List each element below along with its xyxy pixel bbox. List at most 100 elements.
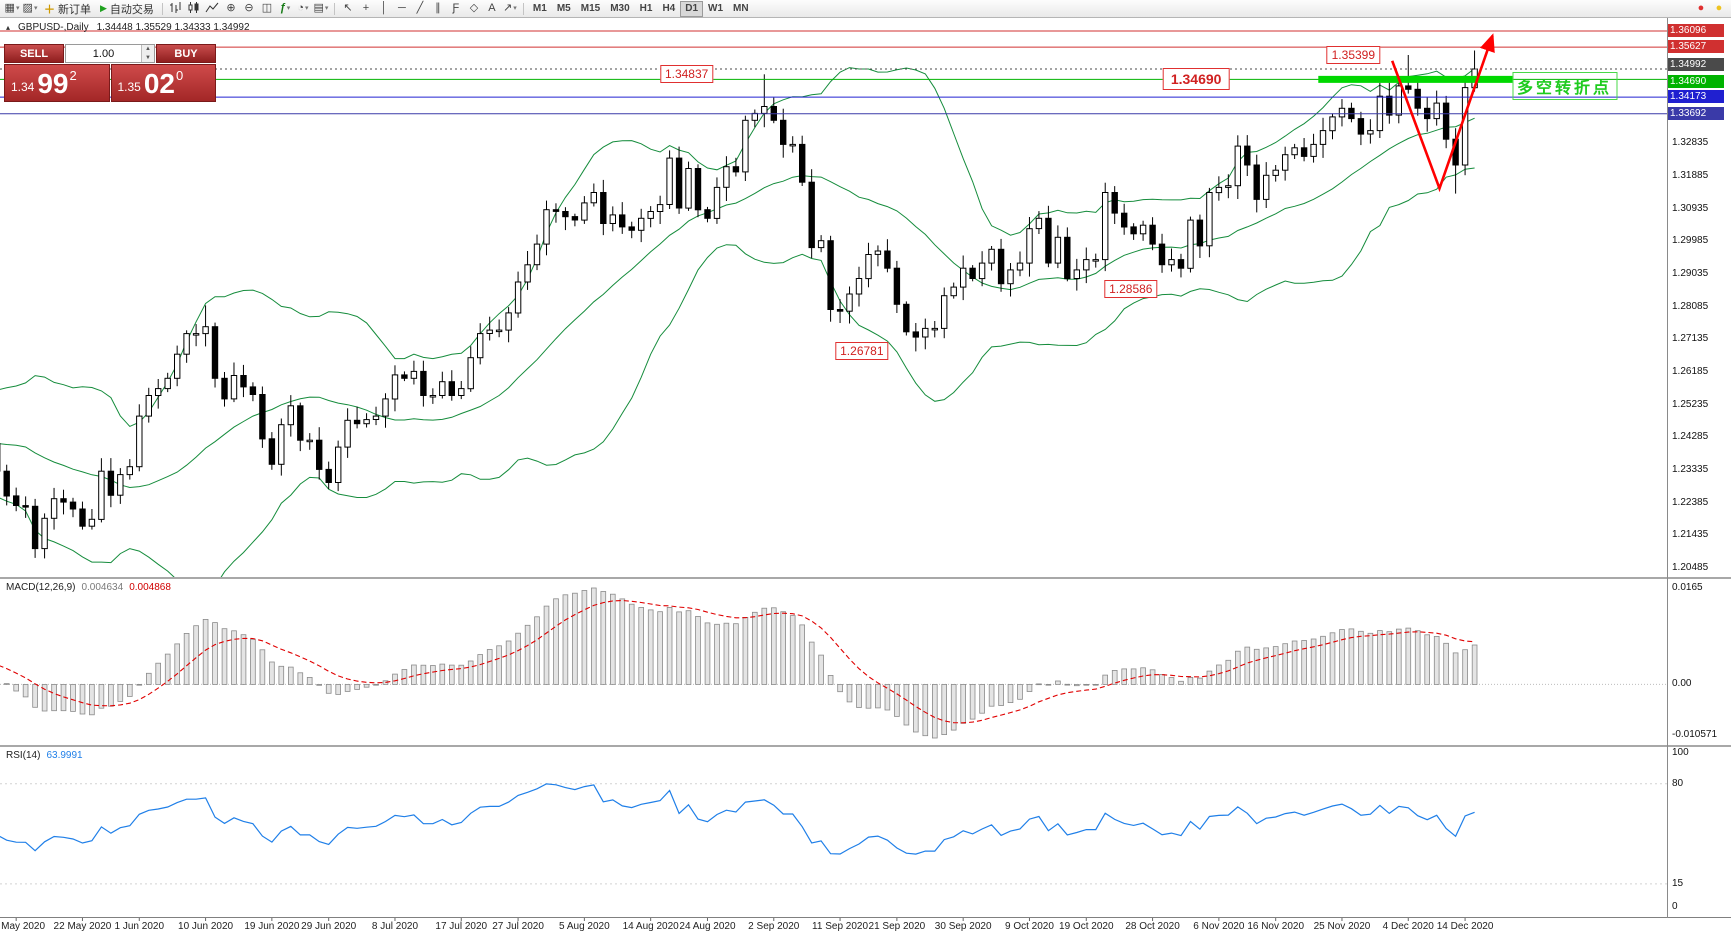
buy-price-prefix: 1.35 — [117, 80, 141, 94]
price-callout[interactable]: 1.35399 — [1326, 45, 1381, 64]
indicators-icon: ƒ — [279, 2, 286, 14]
profiles-icon[interactable]: ▨ ▾ — [21, 1, 39, 16]
rsi-axis-label: 15 — [1672, 877, 1684, 889]
timeframe-h4-button[interactable]: H4 — [662, 3, 676, 14]
main-toolbar: ▦ ▾ ▨ ▾ ＋ 新订单 ▶ 自动交易 ⊕ ⊖ ◫ ƒ ▾ ◔ ▾ ▤ ▾ ↖ + │ ─ ╱ ∥ Ƒ ◇ A ↗ ▾ … — [0, 0, 1731, 18]
price-axis-label: 1.28085 — [1672, 300, 1709, 312]
fibonacci-icon: Ƒ — [452, 2, 460, 14]
new-chart-icon: ▦ — [4, 2, 15, 14]
rsi-axis-label: 100 — [1672, 747, 1689, 758]
community-icon[interactable]: ● — [1710, 1, 1728, 16]
toolbar-separator — [522, 2, 524, 15]
date-axis-label: 4 Dec 2020 — [1382, 921, 1434, 932]
text-icon[interactable]: A — [483, 1, 501, 16]
price-callout[interactable]: 1.28586 — [1104, 280, 1158, 299]
price-axis-label: 1.21435 — [1672, 529, 1709, 541]
trendline-icon[interactable]: ╱ — [411, 1, 429, 16]
crosshair-icon[interactable]: + — [357, 1, 375, 16]
panel-separator-main-macd[interactable] — [0, 577, 1731, 579]
sell-button[interactable]: SELL — [4, 44, 64, 63]
price-callout[interactable]: 1.34837 — [659, 65, 714, 84]
buy-price-display[interactable]: 1.35 02 0 — [110, 64, 216, 102]
alert-icon: ● — [1697, 2, 1705, 14]
autotrading-button[interactable]: ▶ 自动交易 — [96, 1, 158, 17]
chart-symbol-period: GBPUSD-,Daily — [18, 22, 89, 33]
rsi-value: 63.9991 — [46, 750, 83, 761]
chart-bars-icon[interactable] — [167, 0, 185, 15]
templates-icon: ▤ — [313, 2, 324, 14]
price-callout[interactable]: 1.26781 — [835, 342, 889, 361]
date-axis-label: 5 Aug 2020 — [559, 921, 610, 932]
zoom-in-icon[interactable]: ⊕ — [222, 1, 240, 16]
vertical-line-icon[interactable]: │ — [375, 1, 393, 16]
zoom-in-icon: ⊕ — [226, 2, 236, 14]
dropdown-caret-icon: ▾ — [304, 5, 309, 12]
price-tag: 1.34992 — [1668, 57, 1724, 71]
date-axis-label: 25 Nov 2020 — [1313, 921, 1371, 932]
date-axis-label: 17 Jul 2020 — [435, 921, 488, 932]
chart-candles-icon[interactable] — [185, 0, 203, 15]
chart-line-icon[interactable] — [203, 0, 221, 15]
price-callout[interactable]: 1.34690 — [1162, 68, 1230, 91]
new-chart-icon[interactable]: ▦ ▾ — [3, 1, 21, 16]
buy-price-big: 02 — [143, 68, 176, 99]
timeframe-d1-button[interactable]: D1 — [680, 0, 704, 17]
volume-spinner: ▲ ▼ — [141, 45, 154, 62]
indicators-icon[interactable]: ƒ ▾ — [276, 1, 294, 16]
price-axis-label: 1.22385 — [1672, 496, 1709, 508]
sell-price-display[interactable]: 1.34 99 2 — [4, 64, 110, 102]
price-axis-border — [1667, 18, 1668, 918]
alert-icon[interactable]: ● — [1692, 1, 1710, 16]
timeframe-m1-button[interactable]: M1 — [532, 3, 547, 14]
text-icon: A — [488, 2, 496, 14]
date-axis-label: 21 Sep 2020 — [868, 921, 926, 932]
timeframe-h1-button[interactable]: H1 — [639, 3, 653, 14]
sell-price-big: 99 — [37, 68, 69, 99]
date-axis-label: 19 Oct 2020 — [1059, 921, 1114, 932]
timeframe-m15-button[interactable]: M15 — [580, 3, 601, 14]
arrows-icon[interactable]: ↗ ▾ — [501, 1, 519, 16]
zoom-out-icon[interactable]: ⊖ — [240, 1, 258, 16]
volume-up-icon[interactable]: ▲ — [142, 45, 154, 54]
timeframe-mn-button[interactable]: MN — [733, 3, 749, 14]
tile-windows-icon[interactable]: ◫ — [258, 1, 276, 16]
macd-label: MACD(12,26,9) 0.004634 0.004868 — [6, 582, 171, 593]
horizontal-line-icon[interactable]: ─ — [393, 1, 411, 16]
fibonacci-icon[interactable]: Ƒ — [447, 1, 465, 16]
community-icon: ● — [1715, 2, 1723, 14]
shapes-icon[interactable]: ◇ — [465, 1, 483, 16]
chinese-annotation[interactable]: 多空转折点 — [1511, 72, 1618, 101]
periods-icon[interactable]: ◔ ▾ — [294, 1, 312, 16]
panel-separator-macd-rsi[interactable] — [0, 745, 1731, 747]
arrows-icon: ↗ — [503, 2, 513, 14]
volume-input[interactable]: 1.00 ▲ ▼ — [65, 44, 155, 63]
channel-icon[interactable]: ∥ — [429, 1, 447, 16]
zoom-out-icon: ⊖ — [244, 2, 254, 14]
price-tag: 1.34173 — [1668, 90, 1724, 104]
buy-button[interactable]: BUY — [156, 44, 216, 63]
cursor-icon[interactable]: ↖ — [339, 1, 357, 16]
tile-windows-icon: ◫ — [261, 2, 273, 14]
autotrading-play-icon: ▶ — [100, 3, 107, 13]
buy-price-sup: 0 — [176, 68, 184, 83]
macd-axis-label: 0.0165 — [1672, 582, 1703, 593]
profiles-icon: ▨ — [22, 2, 33, 14]
sell-price-sup: 2 — [69, 68, 77, 83]
timeframe-m5-button[interactable]: M5 — [556, 3, 571, 14]
templates-icon[interactable]: ▤ ▾ — [312, 1, 330, 16]
macd-main-value: 0.004634 — [81, 582, 124, 593]
rsi-axis-label: 80 — [1672, 777, 1684, 789]
timeframe-m30-button[interactable]: M30 — [610, 3, 630, 14]
macd-axis-label: -0.010571 — [1672, 729, 1718, 740]
timeframe-w1-button[interactable]: W1 — [708, 3, 724, 14]
shapes-icon: ◇ — [469, 2, 479, 14]
price-axis-label: 1.29035 — [1672, 267, 1709, 279]
date-axis-label: 13 May 2020 — [0, 921, 46, 932]
price-axis-label: 1.31885 — [1672, 169, 1709, 181]
chart-ohlc-values: 1.34448 1.35529 1.34333 1.34992 — [96, 22, 250, 33]
macd-axis-label: 0.00 — [1672, 678, 1692, 690]
volume-down-icon[interactable]: ▼ — [142, 53, 154, 62]
price-tag: 1.36096 — [1668, 24, 1724, 37]
new-order-button[interactable]: ＋ 新订单 — [40, 1, 95, 17]
